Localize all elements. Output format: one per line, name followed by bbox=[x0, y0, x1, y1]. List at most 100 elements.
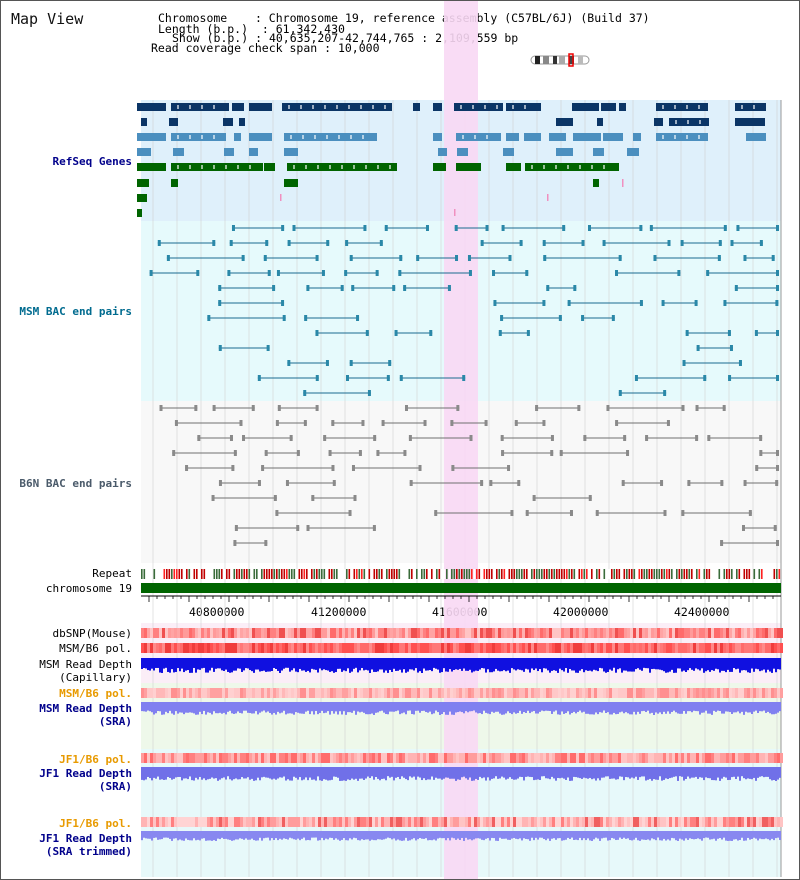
jf1-pol-trim-cell bbox=[459, 817, 462, 827]
dbsnp-cell bbox=[324, 628, 327, 638]
jf1-pol-cell bbox=[201, 753, 204, 763]
jf1-trim-depth-bar bbox=[615, 831, 617, 841]
jf1-trim-depth-bar bbox=[679, 831, 681, 839]
jf1-pol-trim-cell bbox=[369, 817, 372, 827]
repeat-feature bbox=[381, 569, 383, 579]
jf1-trim-depth-bar bbox=[737, 831, 739, 841]
jf1-sra-depth-bar bbox=[441, 767, 443, 780]
msm-cap-depth-bar bbox=[703, 658, 705, 673]
jf1-trim-depth-bar bbox=[481, 831, 483, 840]
dbsnp-cell bbox=[531, 628, 534, 638]
jf1-trim-depth-bar bbox=[183, 831, 185, 841]
repeat-feature bbox=[373, 569, 376, 579]
msm-pol-cell bbox=[747, 643, 750, 653]
gene-feature bbox=[656, 133, 708, 141]
b6n-bac-pair-end bbox=[211, 495, 215, 501]
msm-pol-sra-cell bbox=[390, 688, 393, 698]
jf1-pol-trim-cell bbox=[237, 817, 240, 827]
b6n-bac-pair-end bbox=[489, 480, 493, 486]
jf1-pol-trim-cell bbox=[189, 817, 192, 827]
jf1-sra-depth-bar bbox=[477, 767, 479, 780]
jf1-trim-depth-bar bbox=[203, 831, 205, 839]
jf1-sra-depth-bar bbox=[185, 767, 187, 779]
chromosome-ideogram[interactable] bbox=[529, 53, 593, 67]
jf1-pol-cell bbox=[186, 753, 189, 763]
msm-sra-depth-bar bbox=[559, 702, 561, 715]
dbsnp-cell bbox=[447, 628, 450, 638]
jf1-sra-depth-bar bbox=[473, 767, 475, 781]
jf1-pol-trim-cell bbox=[333, 817, 336, 827]
msm-pol-cell bbox=[441, 643, 444, 653]
jf1-pol-cell bbox=[336, 753, 339, 763]
jf1-pol-cell bbox=[168, 753, 171, 763]
msm-bac-pair-end bbox=[493, 300, 497, 306]
jf1-sra-depth-bar bbox=[325, 767, 327, 780]
msm-sra-depth-bar bbox=[685, 702, 687, 714]
exon-mark bbox=[326, 135, 328, 139]
msm-bac-pair-end bbox=[567, 300, 571, 306]
repeat-feature bbox=[271, 569, 273, 579]
msm-sra-depth-bar bbox=[735, 702, 737, 713]
msm-cap-depth-bar bbox=[439, 658, 441, 673]
msm-pol-sra-cell bbox=[483, 688, 486, 698]
msm-bac-pair-end bbox=[265, 240, 269, 246]
repeat-feature bbox=[641, 569, 643, 579]
dbsnp-cell bbox=[711, 628, 714, 638]
repeat-feature bbox=[568, 569, 571, 579]
jf1-sra-depth-bar bbox=[201, 767, 203, 780]
jf1-trim-depth-bar bbox=[189, 831, 191, 841]
msm-cap-depth-bar bbox=[773, 658, 775, 669]
repeat-feature bbox=[366, 569, 368, 579]
repeat-feature bbox=[678, 569, 681, 579]
msm-bac-pair-end bbox=[602, 240, 606, 246]
jf1-sra-depth-bar bbox=[391, 767, 393, 777]
jf1-pol-cell bbox=[723, 753, 726, 763]
label-jf1-read-depth-sra-line1: JF1 Read Depth bbox=[39, 767, 132, 780]
msm-sra-depth-bar bbox=[773, 702, 775, 715]
msm-sra-depth-bar bbox=[591, 702, 593, 715]
msm-pol-sra-cell bbox=[648, 688, 651, 698]
msm-bac-pair-end bbox=[429, 330, 433, 336]
msm-pol-sra-cell bbox=[171, 688, 174, 698]
msm-pol-sra-cell bbox=[159, 688, 162, 698]
msm-pol-cell bbox=[495, 643, 498, 653]
jf1-pol-trim-cell bbox=[747, 817, 750, 827]
jf1-pol-cell bbox=[240, 753, 243, 763]
jf1-pol-trim-cell bbox=[660, 817, 663, 827]
jf1-sra-depth-bar bbox=[361, 767, 363, 779]
gene-feature bbox=[284, 179, 298, 187]
b6n-bac-pair-end bbox=[261, 465, 265, 471]
jf1-pol-cell bbox=[363, 753, 366, 763]
msm-sra-depth-bar bbox=[737, 702, 739, 712]
jf1-pol-cell bbox=[366, 753, 369, 763]
jf1-pol-cell bbox=[387, 753, 390, 763]
msm-pol-sra-cell bbox=[741, 688, 744, 698]
jf1-pol-cell bbox=[495, 753, 498, 763]
msm-cap-depth-bar bbox=[241, 658, 243, 672]
msm-pol-cell bbox=[297, 643, 300, 653]
repeat-feature bbox=[328, 569, 331, 579]
jf1-pol-cell bbox=[666, 753, 669, 763]
jf1-trim-depth-bar bbox=[321, 831, 323, 838]
msm-sra-depth-bar bbox=[235, 702, 237, 714]
msm-pol-sra-cell bbox=[282, 688, 285, 698]
jf1-pol-trim-cell bbox=[285, 817, 288, 827]
dbsnp-cell bbox=[273, 628, 276, 638]
repeat-feature bbox=[623, 569, 626, 579]
msm-sra-depth-bar bbox=[771, 702, 773, 715]
msm-cap-depth-bar bbox=[751, 658, 753, 669]
msm-cap-depth-bar bbox=[729, 658, 731, 672]
msm-cap-depth-bar bbox=[359, 658, 361, 671]
msm-cap-depth-bar bbox=[313, 658, 315, 670]
b6n-bac-pair-end bbox=[233, 450, 237, 456]
jf1-sra-depth-bar bbox=[321, 767, 323, 781]
msm-cap-depth-bar bbox=[375, 658, 377, 672]
dbsnp-cell bbox=[480, 628, 483, 638]
jf1-sra-depth-bar bbox=[231, 767, 233, 781]
gene-feature bbox=[525, 163, 619, 171]
msm-sra-depth-bar bbox=[147, 702, 149, 711]
jf1-sra-depth-bar bbox=[695, 767, 697, 777]
jf1-trim-depth-bar bbox=[341, 831, 343, 840]
dbsnp-cell bbox=[375, 628, 378, 638]
